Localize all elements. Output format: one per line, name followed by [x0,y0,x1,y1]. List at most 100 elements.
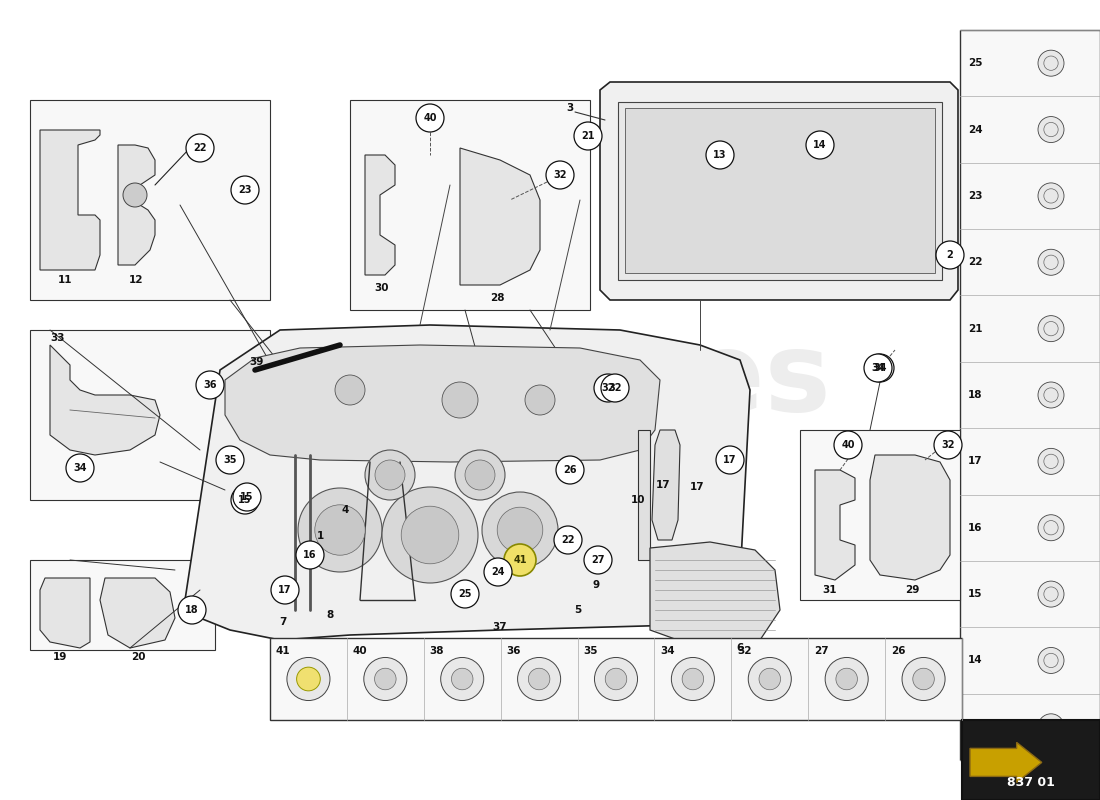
Text: 33: 33 [50,333,65,343]
Circle shape [574,122,602,150]
Text: 25: 25 [459,589,472,599]
Text: 12: 12 [129,275,143,285]
Text: 36: 36 [204,380,217,390]
Text: a passion for parts since 1985: a passion for parts since 1985 [251,436,710,544]
Text: 4: 4 [341,505,349,515]
Text: 40: 40 [353,646,367,656]
Circle shape [902,658,945,701]
Polygon shape [652,430,680,540]
Circle shape [605,668,627,690]
Circle shape [528,668,550,690]
Text: 16: 16 [304,550,317,560]
Text: 5: 5 [574,605,582,615]
Bar [30,560,214,650]
Text: 28: 28 [490,293,504,303]
Circle shape [525,385,556,415]
Circle shape [556,456,584,484]
Polygon shape [40,578,90,648]
Circle shape [482,492,558,568]
Circle shape [1038,514,1064,541]
Bar [350,100,590,310]
Text: 27: 27 [814,646,828,656]
Text: 35: 35 [223,455,236,465]
Text: 41: 41 [514,555,527,565]
Circle shape [1038,714,1064,740]
Text: 21: 21 [581,131,595,141]
Polygon shape [118,145,155,265]
Polygon shape [970,742,1042,782]
Text: 40: 40 [842,440,855,450]
Text: 21: 21 [968,324,982,334]
Polygon shape [618,102,942,280]
Text: 20: 20 [131,652,145,662]
Circle shape [365,450,415,500]
Circle shape [936,241,964,269]
Circle shape [866,354,894,382]
Text: 32: 32 [553,170,566,180]
Circle shape [296,541,324,569]
Circle shape [864,354,892,382]
Text: 34: 34 [74,463,87,473]
Text: 34: 34 [660,646,675,656]
Circle shape [706,141,734,169]
Circle shape [546,161,574,189]
Circle shape [336,375,365,405]
Text: 22: 22 [968,258,982,267]
Text: 31: 31 [823,585,837,595]
Text: 38: 38 [430,646,444,656]
Text: 10: 10 [630,495,646,505]
Polygon shape [870,455,950,580]
Circle shape [465,460,495,490]
Polygon shape [365,155,395,275]
Circle shape [1038,117,1064,142]
Text: 24: 24 [968,125,982,134]
Circle shape [216,446,244,474]
Circle shape [66,454,94,482]
Text: 16: 16 [968,522,982,533]
Circle shape [1038,382,1064,408]
Circle shape [451,668,473,690]
Circle shape [186,134,214,162]
Circle shape [518,658,561,701]
Text: 26: 26 [891,646,905,656]
Text: 15: 15 [239,495,252,505]
Bar [962,720,1100,800]
Circle shape [297,667,320,691]
Polygon shape [40,130,100,270]
Text: 22: 22 [561,535,574,545]
Text: 32: 32 [602,383,615,393]
Text: 40: 40 [424,113,437,123]
Polygon shape [815,470,855,580]
Text: 22: 22 [194,143,207,153]
Circle shape [806,131,834,159]
Text: 17: 17 [656,480,670,490]
Circle shape [759,668,781,690]
Circle shape [484,558,512,586]
Circle shape [364,658,407,701]
Text: 19: 19 [53,652,67,662]
Text: 25: 25 [968,58,982,68]
Circle shape [825,658,868,701]
Bar [638,430,650,560]
Polygon shape [600,82,958,300]
Bar [270,638,962,720]
Text: 1: 1 [317,531,323,541]
Polygon shape [460,148,540,285]
Text: 13: 13 [968,722,982,732]
Text: 9: 9 [593,580,600,590]
Bar [625,108,935,273]
Bar [800,430,960,600]
Circle shape [671,658,714,701]
Text: 36: 36 [507,646,521,656]
Circle shape [1038,250,1064,275]
Text: 17: 17 [968,456,982,466]
Text: 15: 15 [968,589,982,599]
Circle shape [178,596,206,624]
Circle shape [196,371,224,399]
Text: 23: 23 [239,185,252,195]
Text: 27: 27 [592,555,605,565]
Circle shape [594,658,638,701]
Circle shape [934,431,962,459]
Circle shape [315,505,365,555]
Text: 17: 17 [690,482,704,492]
